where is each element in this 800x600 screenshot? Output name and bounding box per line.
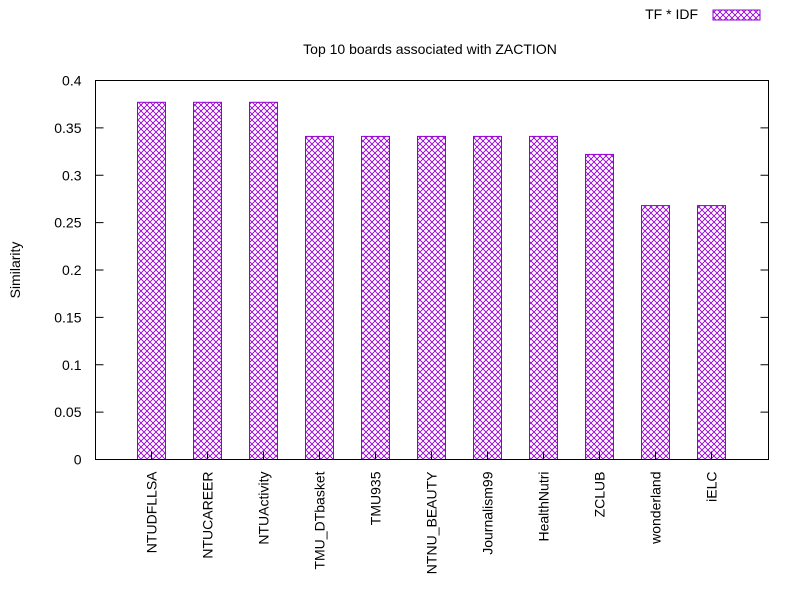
bar-zclub (585, 153, 614, 460)
x-tick-label: ZCLUB (592, 472, 608, 518)
bar-journalism99 (473, 135, 502, 460)
x-tick-label: Journalism99 (480, 471, 496, 554)
legend-label: TF * IDF (645, 6, 698, 22)
bar-ielc (697, 205, 726, 460)
y-axis-ticks: 0 0.05 0.1 0.15 0.2 0.25 0.3 0.35 0.4 (54, 73, 769, 468)
y-tick-label: 0.25 (54, 215, 81, 231)
x-tick-label: NTUCAREER (200, 472, 216, 559)
legend: TF * IDF (645, 6, 761, 22)
bar-tmu-dtbasket (305, 135, 334, 460)
x-axis-tick-labels: NTUDFLLSA NTUCAREER NTUActivity TMU_DTbaske… (144, 471, 720, 574)
x-tick-label: TMU_DTbasket (312, 471, 328, 569)
bar-tmu935 (361, 135, 390, 460)
bar-ntucareer (193, 101, 222, 460)
bar-ntuactivity (249, 101, 278, 460)
x-tick-label: NTUActivity (256, 472, 272, 545)
y-tick-label: 0.1 (62, 357, 82, 373)
bar-ntnu-beauty (417, 135, 446, 460)
bar-ntudfllsa (137, 101, 166, 460)
bar-healthnutri (529, 135, 558, 460)
y-tick-label: 0.3 (62, 167, 82, 183)
y-tick-label: 0.2 (62, 262, 82, 278)
chart-title: Top 10 boards associated with ZACTION (303, 41, 557, 57)
x-tick-label: iELC (704, 472, 720, 502)
x-tick-label: NTUDFLLSA (144, 471, 160, 553)
bar-wonderland (641, 205, 670, 460)
x-tick-label: HealthNutri (536, 472, 552, 542)
y-tick-label: 0.35 (54, 120, 81, 136)
y-tick-label: 0.4 (62, 73, 82, 89)
y-tick-label: 0.15 (54, 309, 81, 325)
plot-frame (95, 80, 769, 460)
y-tick-label: 0.05 (54, 404, 81, 420)
y-axis-label: Similarity (7, 242, 23, 299)
bar-series (137, 101, 726, 460)
x-tick-label: NTNU_BEAUTY (424, 471, 440, 574)
legend-swatch (712, 9, 761, 21)
y-tick-label: 0 (74, 452, 82, 468)
x-tick-label: TMU935 (368, 471, 384, 525)
x-tick-label: wonderland (648, 472, 664, 545)
